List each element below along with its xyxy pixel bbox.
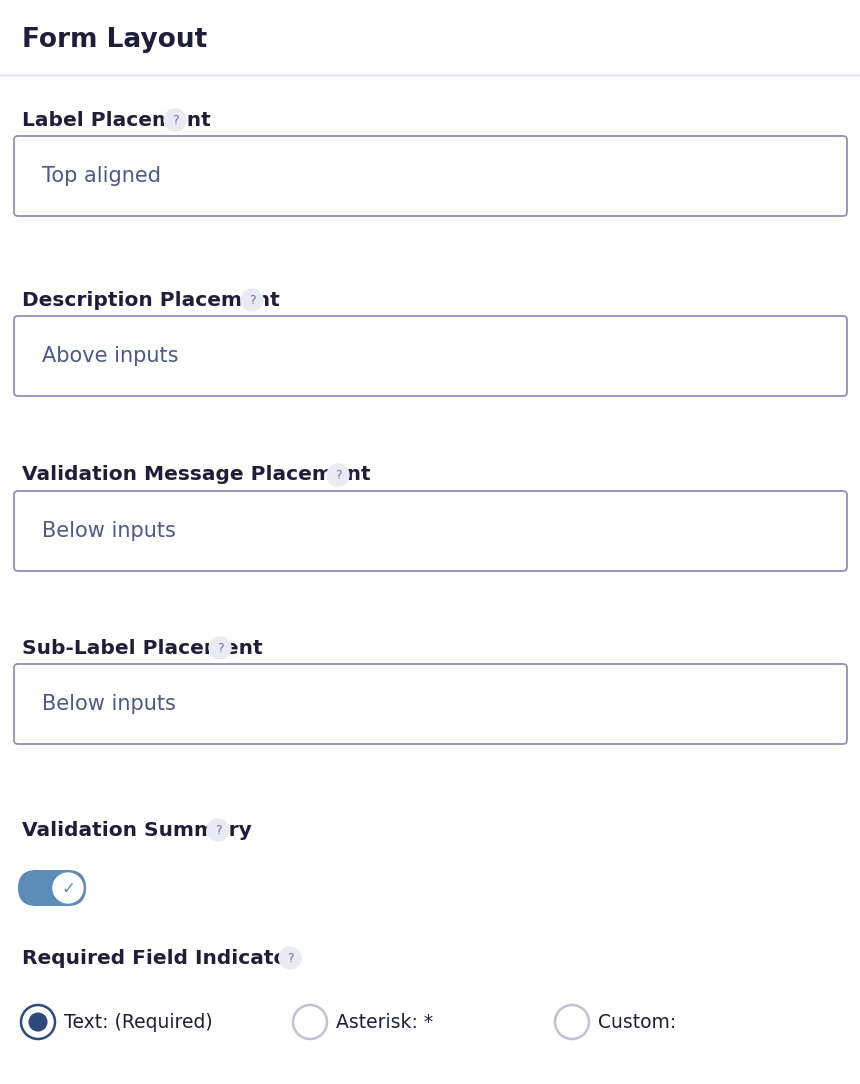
Text: Custom:: Custom:	[598, 1012, 676, 1032]
Text: ?: ?	[335, 469, 341, 482]
Circle shape	[241, 289, 263, 311]
FancyBboxPatch shape	[14, 491, 847, 571]
FancyBboxPatch shape	[14, 317, 847, 396]
Text: Below inputs: Below inputs	[42, 694, 176, 714]
Circle shape	[279, 947, 301, 969]
FancyBboxPatch shape	[18, 870, 86, 906]
Text: Validation Message Placement: Validation Message Placement	[22, 465, 371, 485]
Text: ✓: ✓	[61, 879, 75, 898]
Circle shape	[209, 637, 231, 659]
Text: Sub-Label Placement: Sub-Label Placement	[22, 638, 262, 658]
Circle shape	[327, 464, 349, 486]
Text: Description Placement: Description Placement	[22, 291, 280, 310]
Text: Label Placement: Label Placement	[22, 111, 211, 129]
Text: ?: ?	[217, 642, 224, 655]
Text: Below inputs: Below inputs	[42, 521, 176, 541]
Text: ?: ?	[286, 952, 293, 965]
Text: Validation Summary: Validation Summary	[22, 821, 252, 839]
Text: Form Layout: Form Layout	[22, 27, 207, 53]
Text: Asterisk: *: Asterisk: *	[336, 1012, 433, 1032]
FancyBboxPatch shape	[14, 136, 847, 216]
Circle shape	[29, 1014, 46, 1031]
FancyBboxPatch shape	[14, 664, 847, 744]
Circle shape	[164, 109, 186, 131]
Circle shape	[207, 820, 229, 841]
Text: Text: (Required): Text: (Required)	[64, 1012, 212, 1032]
Text: ?: ?	[172, 114, 178, 127]
Text: ?: ?	[215, 824, 221, 837]
Text: Required Field Indicator: Required Field Indicator	[22, 948, 298, 968]
Text: Above inputs: Above inputs	[42, 346, 179, 366]
Circle shape	[53, 873, 83, 903]
Text: ?: ?	[249, 294, 255, 307]
Text: Top aligned: Top aligned	[42, 166, 161, 186]
